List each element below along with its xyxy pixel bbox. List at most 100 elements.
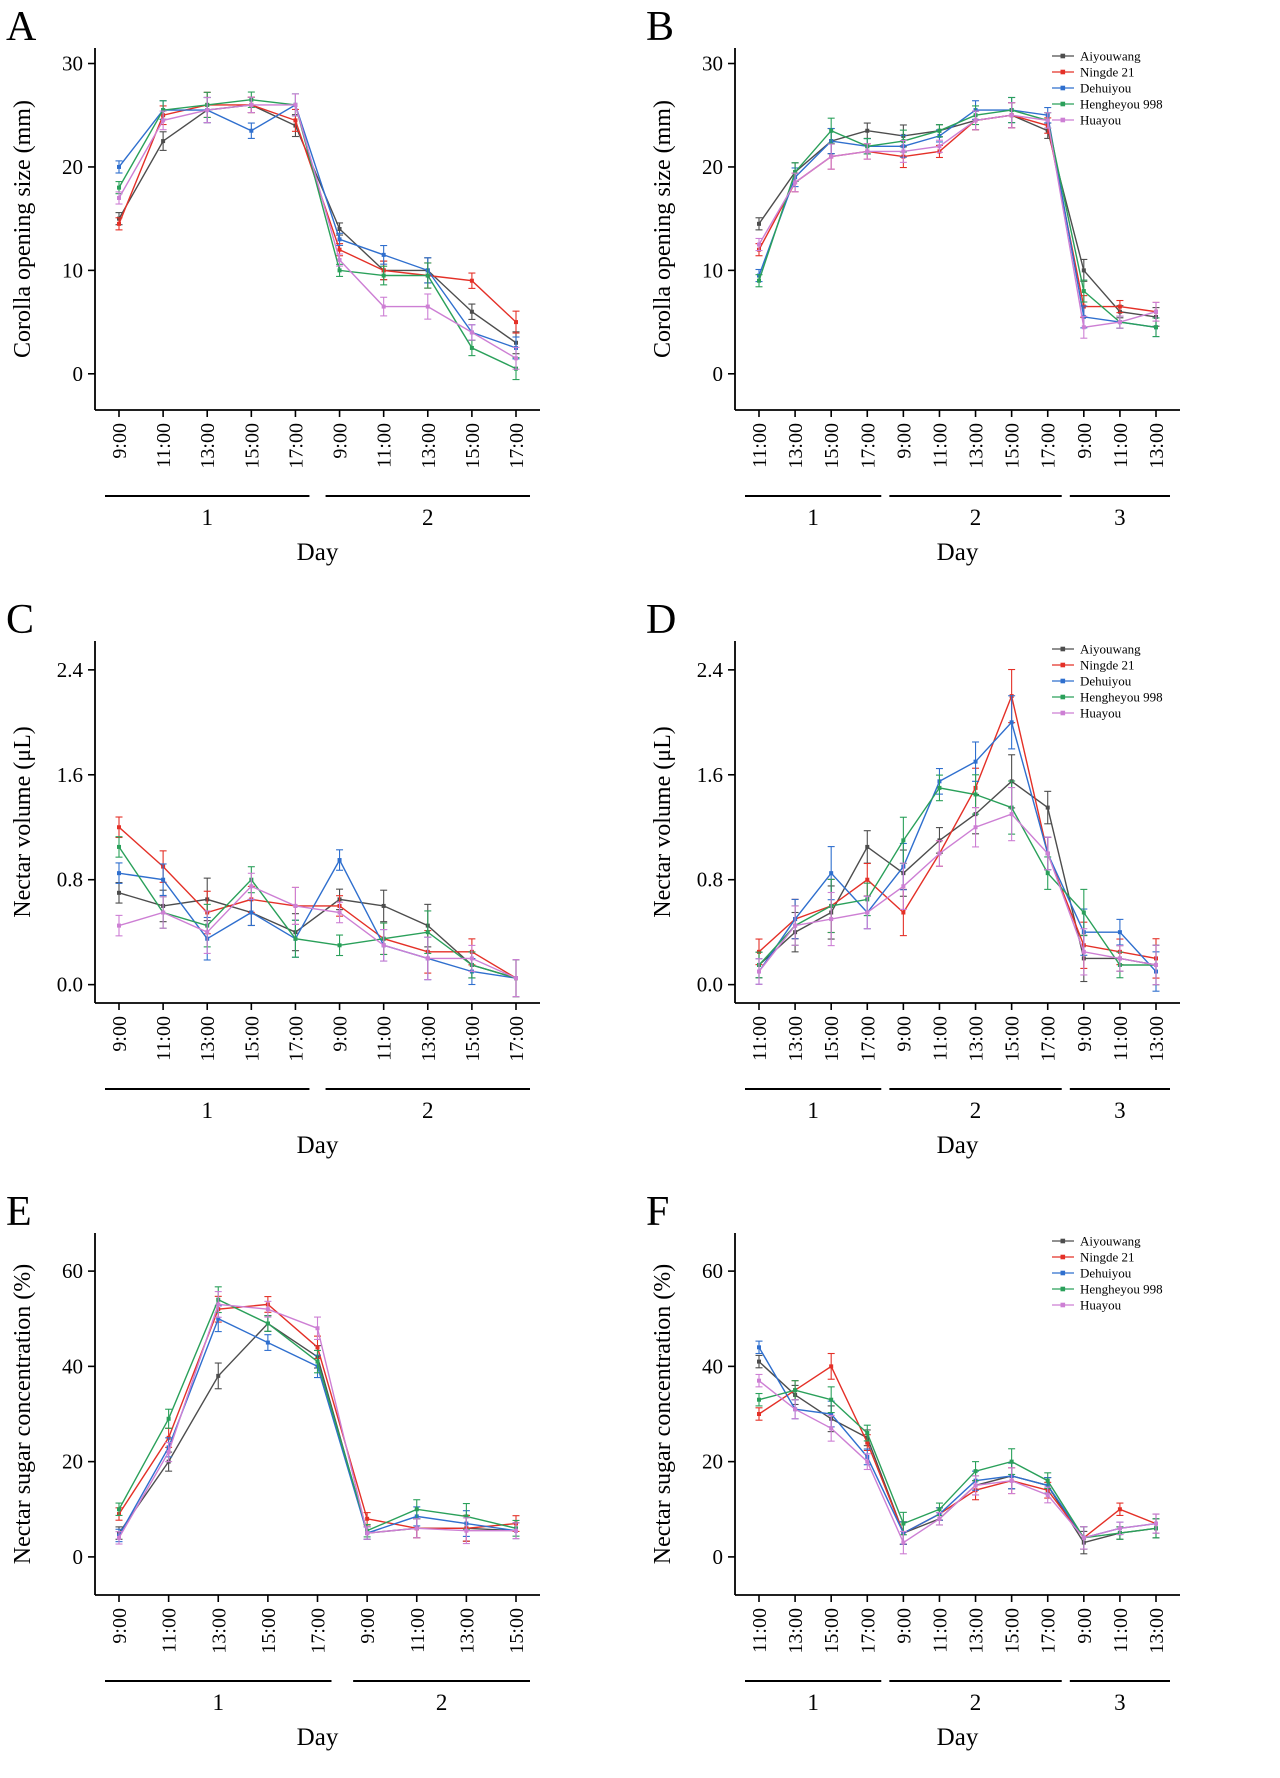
y-axis-title: Nectar volume (μL)	[10, 726, 36, 917]
series-hengheyou-998	[755, 773, 1160, 985]
day-group-label: 1	[213, 1690, 225, 1715]
panel-letter: C	[6, 597, 34, 643]
panel-letter: E	[6, 1189, 32, 1235]
y-tick-label: 20	[702, 1450, 723, 1474]
data-point-marker	[337, 237, 342, 242]
data-point-marker	[937, 785, 942, 790]
x-tick-label: 17:00	[285, 1016, 307, 1062]
legend-label: Ningde 21	[1080, 1250, 1135, 1265]
x-tick-label: 11:00	[749, 1608, 771, 1653]
series-ningde-21	[755, 1353, 1160, 1550]
x-axis-title: Day	[937, 1132, 979, 1159]
series-huayou	[115, 872, 520, 997]
data-point-marker	[337, 258, 342, 263]
y-tick-label: 0.8	[697, 867, 723, 891]
series-ningde-21	[115, 91, 520, 334]
legend-label: Ningde 21	[1080, 657, 1135, 672]
data-point-marker	[514, 975, 518, 980]
data-point-marker	[1081, 289, 1086, 294]
x-tick-label: 17:00	[506, 423, 528, 469]
x-tick-label: 13:00	[418, 423, 440, 469]
x-tick-label: 17:00	[1038, 1608, 1060, 1654]
data-point-marker	[216, 1374, 221, 1379]
y-tick-label: 40	[62, 1355, 83, 1379]
legend-marker	[1060, 646, 1066, 651]
series-line	[758, 780, 1157, 966]
x-tick-label: 11:00	[407, 1608, 429, 1653]
series-line	[758, 114, 1157, 329]
data-point-marker	[381, 903, 386, 908]
x-tick-label: 13:00	[197, 423, 219, 469]
x-tick-label: 17:00	[857, 1608, 879, 1654]
legend-marker	[1060, 1271, 1066, 1276]
data-point-marker	[315, 1326, 320, 1331]
series-line	[758, 1365, 1157, 1540]
data-point-marker	[265, 1307, 270, 1312]
x-tick-label: 13:00	[966, 1016, 988, 1062]
x-tick-label: 9:00	[357, 1608, 379, 1644]
data-point-marker	[464, 1529, 469, 1534]
data-point-marker	[161, 118, 166, 123]
data-point-marker	[829, 154, 834, 159]
data-point-marker	[1045, 118, 1050, 123]
data-point-marker	[514, 320, 518, 325]
series-huayou	[115, 1291, 520, 1545]
day-group-label: 1	[807, 1690, 819, 1715]
series-line	[118, 826, 517, 979]
data-point-marker	[161, 910, 166, 915]
data-point-marker	[1009, 1459, 1014, 1464]
y-tick-label: 20	[62, 155, 83, 179]
x-tick-label: 15:00	[1002, 423, 1024, 469]
data-point-marker	[829, 1426, 834, 1431]
series-line	[758, 786, 1156, 966]
data-point-marker	[315, 1359, 320, 1364]
data-point-marker	[1081, 910, 1086, 915]
day-group-label: 2	[970, 505, 982, 530]
y-tick-label: 30	[62, 52, 83, 76]
y-tick-label: 30	[702, 52, 723, 76]
y-tick-label: 0	[73, 362, 84, 386]
data-point-marker	[1081, 1536, 1086, 1541]
legend-label: Huayou	[1080, 1298, 1122, 1313]
data-point-marker	[1154, 1521, 1158, 1526]
panel-c: 0.0 0.8 1.6 2.4 9:00 11:00 13:00 15:00 17:00 9:00…	[0, 593, 640, 1186]
x-tick-label: 13:00	[1146, 1608, 1168, 1654]
data-point-marker	[425, 929, 430, 934]
data-point-marker	[117, 1507, 121, 1512]
data-point-marker	[973, 1483, 978, 1488]
data-point-marker	[1009, 811, 1014, 816]
data-point-marker	[865, 844, 870, 849]
x-tick-label: 17:00	[506, 1016, 528, 1062]
series-huayou	[755, 786, 1160, 985]
legend-marker	[1060, 101, 1066, 107]
data-point-marker	[1045, 851, 1050, 856]
data-point-marker	[865, 1431, 870, 1436]
series-line	[118, 103, 517, 349]
x-tick-label: 13:00	[785, 1016, 807, 1062]
series-huayou	[755, 1374, 1160, 1555]
x-tick-label: 15:00	[462, 423, 484, 469]
data-point-marker	[469, 330, 474, 335]
data-point-marker	[337, 857, 342, 862]
data-point-marker	[793, 170, 798, 175]
y-tick-label: 2.4	[57, 658, 84, 682]
y-tick-label: 10	[702, 258, 723, 282]
series-line	[758, 109, 1157, 328]
data-point-marker	[757, 1398, 761, 1403]
data-point-marker	[1154, 325, 1158, 330]
x-tick-label: 15:00	[241, 1016, 263, 1062]
data-point-marker	[865, 1459, 870, 1464]
panel-d: 0.0 0.8 1.6 2.4 11:00 13:00 15:00 17:00 9:00 11:0…	[640, 593, 1280, 1186]
y-tick-label: 60	[62, 1259, 83, 1283]
x-tick-label: 15:00	[258, 1608, 280, 1654]
data-point-marker	[117, 890, 121, 895]
x-tick-label: 9:00	[109, 1016, 131, 1052]
data-point-marker	[469, 956, 474, 961]
data-point-marker	[757, 278, 761, 283]
x-axis-title: Day	[297, 1132, 339, 1159]
panel-letter: B	[646, 4, 674, 50]
data-point-marker	[469, 278, 474, 283]
panel-e: 0 20 40 60 9:00 11:00 13:00 15:00 17:00 9:00 11:00…	[0, 1185, 640, 1778]
data-point-marker	[1045, 1479, 1050, 1484]
data-point-marker	[117, 164, 121, 169]
